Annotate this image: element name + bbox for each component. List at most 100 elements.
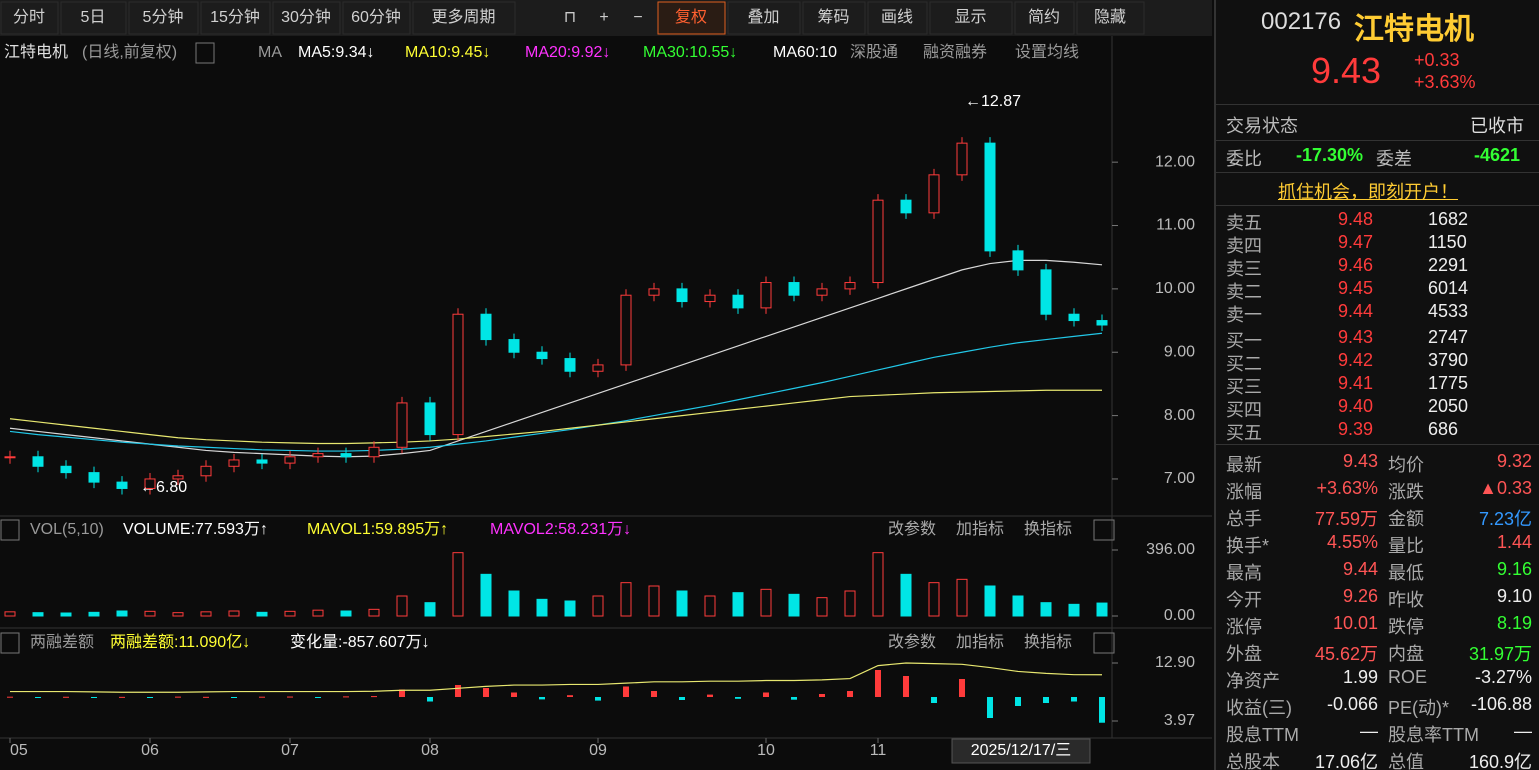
change-bar <box>399 689 405 697</box>
toolbar-button[interactable] <box>200 1 271 35</box>
volume-bar <box>732 592 744 617</box>
volume-bar <box>256 611 268 617</box>
toolbar-button[interactable] <box>1014 1 1075 35</box>
volume-bar <box>312 609 324 617</box>
change-bar <box>567 695 573 697</box>
panel-button[interactable]: 换指标 <box>1024 520 1072 538</box>
toolbar-button[interactable] <box>342 1 411 35</box>
x-tick-label: 11 <box>870 742 887 759</box>
toolbar-label: 叠加 <box>747 8 779 26</box>
book-volume: 2050 <box>1428 396 1469 416</box>
candle-body <box>340 453 352 458</box>
close-button[interactable] <box>1093 519 1115 541</box>
toolbar-button[interactable] <box>1076 1 1145 35</box>
change-bar <box>819 694 825 697</box>
help-icon[interactable] <box>0 519 20 541</box>
volume-bar <box>648 585 660 617</box>
toolbar-button[interactable] <box>272 1 341 35</box>
toolbar-label: 5分钟 <box>143 8 184 26</box>
change-bar <box>791 697 797 700</box>
quote-value: — <box>1514 721 1532 741</box>
change-bar <box>343 696 349 698</box>
change-pct: +3.63% <box>1414 72 1476 92</box>
ma-line <box>9 389 1102 445</box>
candle-body <box>452 313 464 436</box>
toolbar-icon[interactable]: − <box>633 9 642 26</box>
quote-label: 均价 <box>1388 455 1424 475</box>
x-tick-label: 05 <box>10 742 28 759</box>
quote-value: 7.23亿 <box>1478 509 1532 529</box>
legend-item: MA5:9.34↓ <box>298 44 374 61</box>
quote-label: 昨收 <box>1388 590 1424 610</box>
quote-value: 31.97万 <box>1468 644 1532 664</box>
toolbar-button[interactable] <box>128 1 199 35</box>
change-bar <box>651 691 657 697</box>
book-level: 买三 <box>1226 377 1262 397</box>
help-icon[interactable] <box>195 42 215 64</box>
open-account-banner[interactable]: 抓住机会，即刻开户！ <box>1278 182 1458 202</box>
panel-button[interactable]: 改参数 <box>888 520 936 538</box>
panel-legend: 两融差额:11.090亿↓ <box>110 633 250 651</box>
x-tick-label: 07 <box>281 742 299 759</box>
separator <box>1216 444 1539 445</box>
toolbar-button[interactable] <box>657 1 726 35</box>
x-tick-label: 09 <box>589 742 607 759</box>
close-button[interactable] <box>1093 632 1115 654</box>
change-bar <box>63 696 69 698</box>
separator <box>1216 172 1539 173</box>
y-tick-label: 12.00 <box>1155 153 1195 170</box>
candle-body <box>620 294 632 366</box>
book-volume: 1775 <box>1428 373 1469 393</box>
quote-value: — <box>1360 721 1378 741</box>
panel-button[interactable]: 加指标 <box>956 633 1004 651</box>
candle-body <box>312 453 324 458</box>
quote-value: 9.10 <box>1496 586 1532 606</box>
toolbar-button[interactable] <box>60 1 127 35</box>
toolbar-icon[interactable]: ⊓ <box>564 9 576 26</box>
toolbar-button[interactable] <box>0 1 59 35</box>
toolbar-icon[interactable]: + <box>599 9 608 26</box>
quote-value: 9.16 <box>1496 559 1532 579</box>
change-bar <box>763 692 769 697</box>
quote-value: -3.27% <box>1474 667 1532 687</box>
legend-item: 江特电机 <box>4 43 68 61</box>
change-bar <box>259 696 265 698</box>
quote-value: 4.55% <box>1326 532 1378 552</box>
toolbar-button[interactable] <box>727 1 801 35</box>
volume-bar <box>172 612 184 617</box>
toolbar-button[interactable] <box>867 1 928 35</box>
help-icon[interactable] <box>0 632 20 654</box>
book-price: 9.41 <box>1338 373 1374 393</box>
candle-body <box>788 282 800 296</box>
book-level: 卖五 <box>1226 213 1262 233</box>
quote-value: 17.06亿 <box>1314 752 1378 770</box>
panel-legend: VOL(5,10) <box>30 521 104 538</box>
panel-button[interactable]: 改参数 <box>888 633 936 651</box>
panel-button[interactable]: 换指标 <box>1024 633 1072 651</box>
candle-body <box>200 465 212 477</box>
volume-bar <box>956 578 968 617</box>
toolbar-button[interactable] <box>412 1 516 35</box>
volume-bar <box>116 610 128 617</box>
volume-bar <box>620 582 632 617</box>
quote-value: 77.59万 <box>1314 509 1378 529</box>
candle-body <box>676 288 688 303</box>
toolbar-label: 显示 <box>954 9 986 26</box>
quote-label: 总值 <box>1388 752 1424 770</box>
legend-item: (日线,前复权) <box>82 43 177 61</box>
candle-body <box>1068 313 1080 322</box>
quote-label: 涨幅 <box>1226 482 1262 502</box>
y-tick-label: 10.00 <box>1155 280 1195 297</box>
change-bar <box>91 697 97 698</box>
ma-line <box>9 332 1103 452</box>
toolbar-label: 5日 <box>81 9 106 26</box>
candle-body <box>592 364 604 372</box>
panel-button[interactable]: 加指标 <box>956 520 1004 538</box>
toolbar-label: 简约 <box>1028 8 1060 26</box>
change-bar <box>903 676 909 697</box>
toolbar-button[interactable] <box>802 1 866 35</box>
volume-bar <box>340 610 352 617</box>
y-tick-label: 396.00 <box>1146 541 1195 558</box>
status-value: 已收市 <box>1470 116 1524 136</box>
toolbar-button[interactable] <box>929 1 1013 35</box>
